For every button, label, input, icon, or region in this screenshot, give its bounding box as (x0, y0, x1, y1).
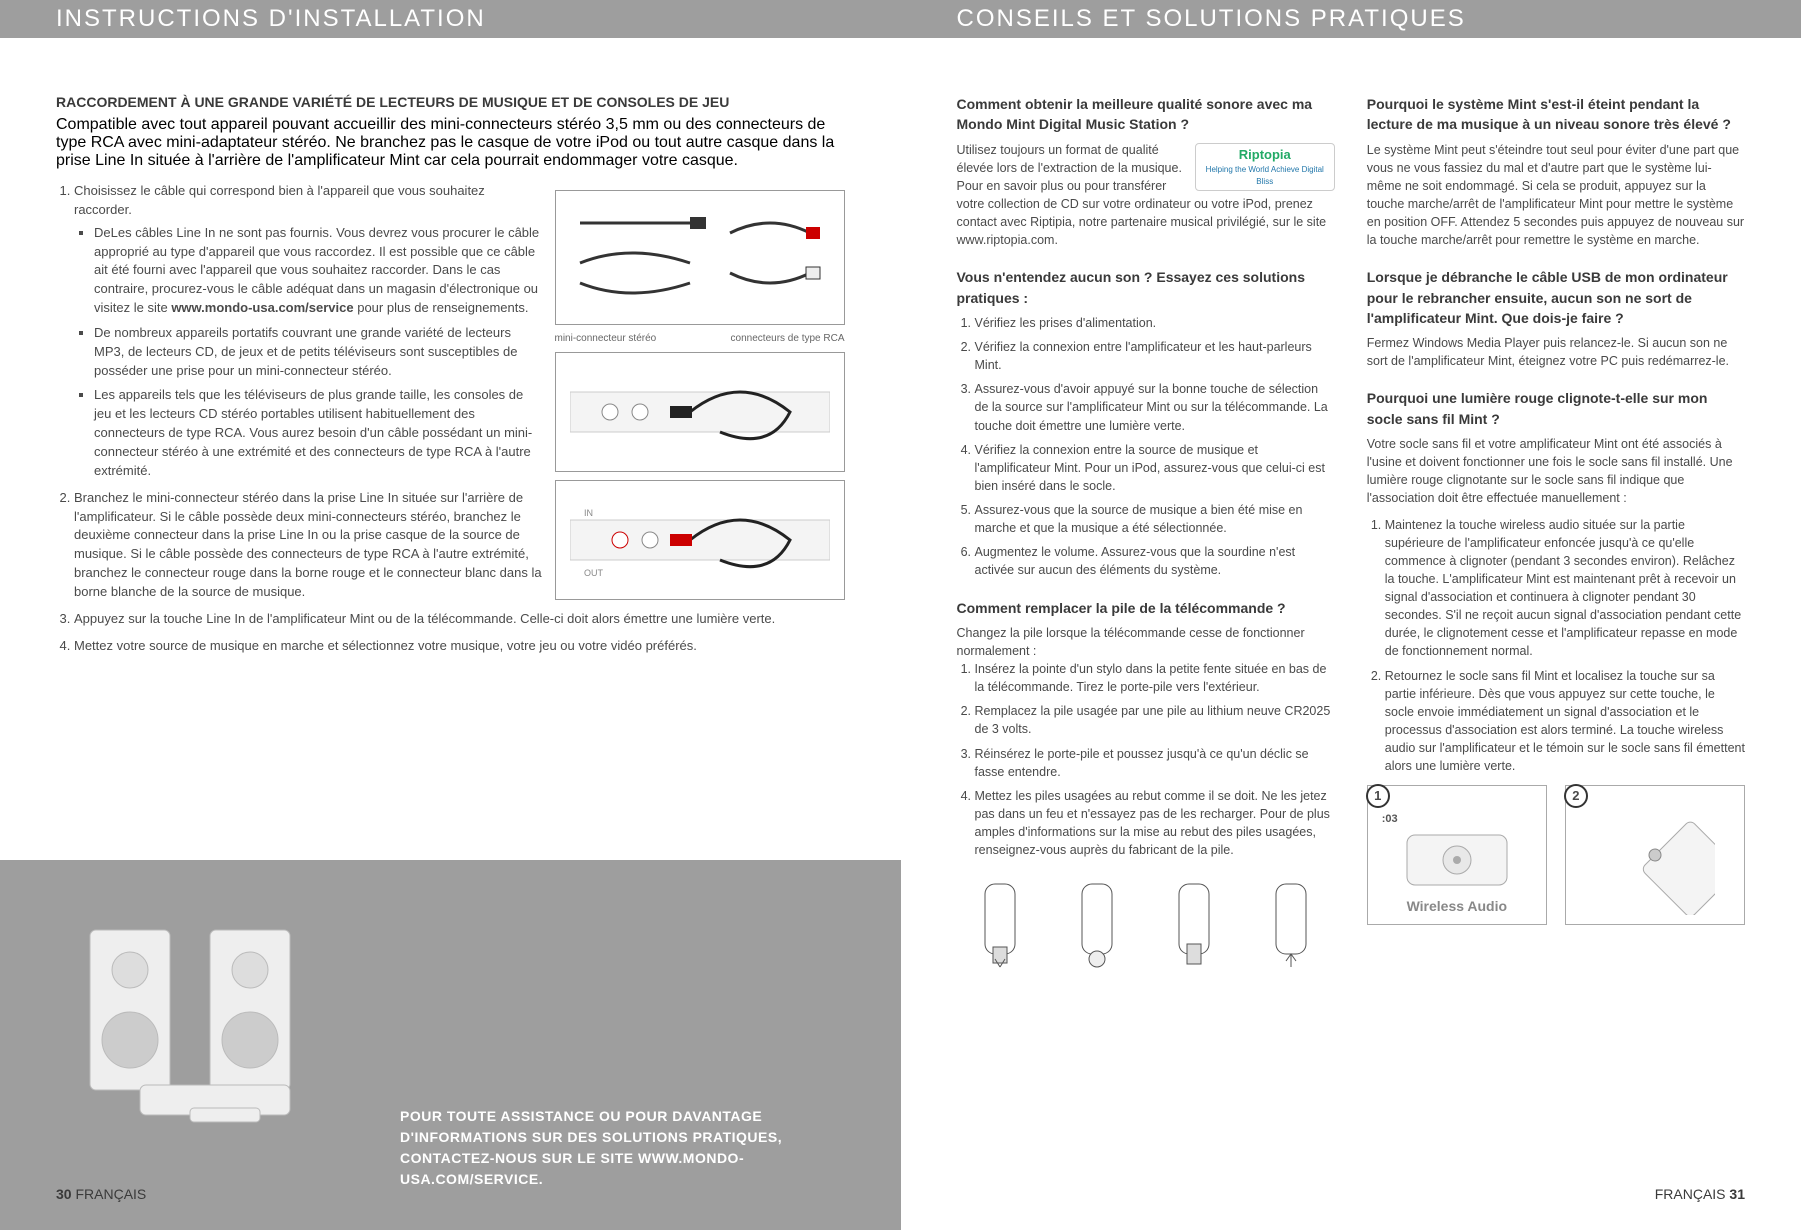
riptopia-badge: Riptopia Helping the World Achieve Digit… (1195, 143, 1335, 191)
figure-remote-battery (957, 869, 1335, 979)
figure-captions: mini-connecteur stéréo connecteurs de ty… (555, 333, 845, 344)
qa-sound-quality: Comment obtenir la meilleure qualité son… (957, 94, 1335, 249)
riptopia-name: Riptopia (1202, 146, 1328, 165)
footer-lang-left: FRANÇAIS (72, 1186, 147, 1202)
footer-left: 30 FRANÇAIS (56, 1186, 146, 1202)
caption-rca: connecteurs de type RCA (731, 333, 845, 344)
figure-linein-2: IN OUT (555, 480, 845, 600)
q3-title: Comment remplacer la pile de la télécomm… (957, 598, 1335, 618)
q2-title: Vous n'entendez aucun son ? Essayez ces … (957, 267, 1335, 308)
footer-right: FRANÇAIS 31 (1655, 1186, 1745, 1202)
right-col-1: Comment obtenir la meilleure qualité son… (957, 94, 1335, 997)
wf-badge-2: 2 (1564, 784, 1588, 808)
wireless-fig-2: 2 (1565, 785, 1745, 925)
product-image (70, 900, 370, 1140)
q3-list: Insérez la pointe d'un stylo dans la pet… (957, 660, 1335, 859)
qa-shutdown: Pourquoi le système Mint s'est-il éteint… (1367, 94, 1745, 249)
q1-title: Comment obtenir la meilleure qualité son… (957, 94, 1335, 135)
q2-item: Augmentez le volume. Assurez-vous que la… (975, 543, 1335, 579)
svg-text:OUT: OUT (584, 568, 604, 578)
q3-item: Remplacez la pile usagée par une pile au… (975, 702, 1335, 738)
assist-text: POUR TOUTE ASSISTANCE OU POUR DAVANTAGE … (400, 1106, 845, 1190)
q5-body: Fermez Windows Media Player puis relance… (1367, 334, 1745, 370)
footer-lang-right: FRANÇAIS (1655, 1186, 1730, 1202)
q6-body: Votre socle sans fil et votre amplificat… (1367, 435, 1745, 508)
service-link: www.mondo-usa.com/service (171, 300, 353, 315)
page-right: CONSEILS ET SOLUTIONS PRATIQUES Comment … (901, 0, 1801, 1230)
gray-panel: POUR TOUTE ASSISTANCE OU POUR DAVANTAGE … (0, 860, 901, 1230)
q2-list: Vérifiez les prises d'alimentation. Véri… (957, 314, 1335, 580)
step-4: Mettez votre source de musique en marche… (74, 637, 845, 656)
svg-text:IN: IN (584, 508, 593, 518)
wa-label: Wireless Audio (1368, 896, 1546, 916)
step-3: Appuyez sur la touche Line In de l'ampli… (74, 610, 845, 629)
qa-red-light: Pourquoi une lumière rouge clignote-t-el… (1367, 388, 1745, 925)
q6-title: Pourquoi une lumière rouge clignote-t-el… (1367, 388, 1745, 429)
q3-item: Insérez la pointe d'un stylo dans la pet… (975, 660, 1335, 696)
q3-item: Réinsérez le porte-pile et poussez jusqu… (975, 745, 1335, 781)
q2-item: Assurez-vous d'avoir appuyé sur la bonne… (975, 380, 1335, 434)
left-figures: mini-connecteur stéréo connecteurs de ty… (555, 182, 845, 608)
riptopia-tag: Helping the World Achieve Digital Bliss (1202, 164, 1328, 187)
left-section-title: RACCORDEMENT À UNE GRANDE VARIÉTÉ DE LEC… (56, 94, 845, 110)
figure-wireless: 1 :03 Wireless Audio 2 (1367, 785, 1745, 925)
header-right-text: CONSEILS ET SOLUTIONS PRATIQUES (957, 5, 1466, 33)
right-col-2: Pourquoi le système Mint s'est-il éteint… (1367, 94, 1745, 997)
page-number-30: 30 (56, 1186, 72, 1202)
qa-usb: Lorsque je débranche le câble USB de mon… (1367, 267, 1745, 370)
q6-item: Retournez le socle sans fil Mint et loca… (1385, 667, 1745, 776)
q3-lead: Changez la pile lorsque la télécommande … (957, 624, 1335, 660)
figure-connectors (555, 190, 845, 325)
figure-linein-1 (555, 352, 845, 472)
q5-title: Lorsque je débranche le câble USB de mon… (1367, 267, 1745, 328)
q6-item: Maintenez la touche wireless audio situé… (1385, 516, 1745, 661)
qa-battery: Comment remplacer la pile de la télécomm… (957, 598, 1335, 980)
page-left: INSTRUCTIONS D'INSTALLATION RACCORDEMENT… (0, 0, 901, 1230)
right-columns: Comment obtenir la meilleure qualité son… (901, 38, 1801, 997)
page-number-31: 31 (1729, 1186, 1745, 1202)
wireless-fig-1: 1 :03 Wireless Audio (1367, 785, 1547, 925)
q2-item: Vérifiez les prises d'alimentation. (975, 314, 1335, 332)
q2-item: Vérifiez la connexion entre l'amplificat… (975, 338, 1335, 374)
qa-no-sound: Vous n'entendez aucun son ? Essayez ces … (957, 267, 1335, 579)
header-left: INSTRUCTIONS D'INSTALLATION (0, 0, 901, 38)
q4-body: Le système Mint peut s'éteindre tout seu… (1367, 141, 1745, 250)
wf-timer: :03 (1382, 812, 1398, 828)
q2-item: Vérifiez la connexion entre la source de… (975, 441, 1335, 495)
q6-list: Maintenez la touche wireless audio situé… (1367, 516, 1745, 776)
header-left-text: INSTRUCTIONS D'INSTALLATION (56, 5, 486, 33)
q4-title: Pourquoi le système Mint s'est-il éteint… (1367, 94, 1745, 135)
left-content: RACCORDEMENT À UNE GRANDE VARIÉTÉ DE LEC… (0, 38, 901, 663)
left-intro: Compatible avec tout appareil pouvant ac… (56, 116, 845, 170)
caption-mini: mini-connecteur stéréo (555, 333, 657, 344)
q3-item: Mettez les piles usagées au rebut comme … (975, 787, 1335, 860)
header-right: CONSEILS ET SOLUTIONS PRATIQUES (901, 0, 1801, 38)
step1-lead: Choisissez le câble qui correspond bien … (74, 183, 485, 217)
wf-badge-1: 1 (1366, 784, 1390, 808)
q2-item: Assurez-vous que la source de musique a … (975, 501, 1335, 537)
left-steps-wrap: mini-connecteur stéréo connecteurs de ty… (56, 182, 845, 663)
